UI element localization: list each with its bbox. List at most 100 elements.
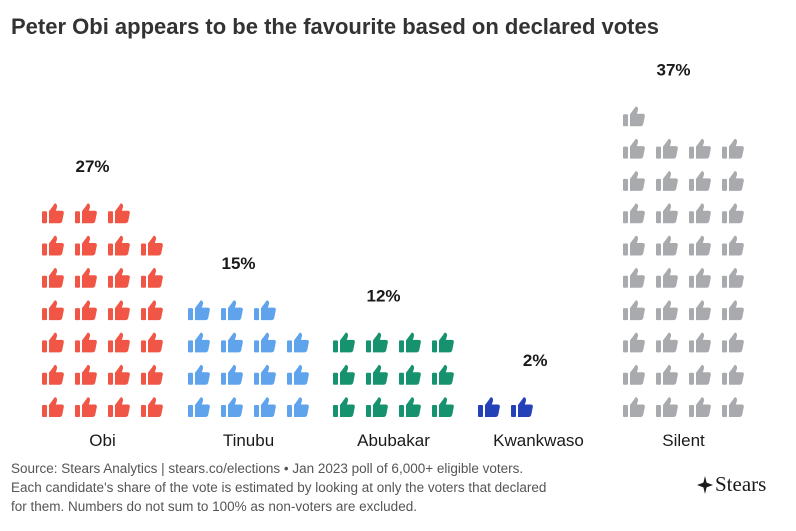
- thumbs-up-icon: [399, 397, 421, 417]
- thumbs-up-icon: [689, 235, 711, 256]
- thumbs-up-icon: [287, 332, 309, 353]
- thumbs-up-icon: [108, 364, 130, 385]
- thumbs-up-icon: [333, 364, 355, 385]
- thumbs-up-icon: [722, 203, 744, 224]
- thumbs-up-icon: [399, 332, 421, 353]
- thumbs-up-icon: [42, 268, 64, 288]
- thumbs-up-icon: [141, 235, 163, 256]
- thumbs-up-icon: [689, 138, 711, 159]
- source-line-1: Source: Stears Analytics | stears.co/ele…: [11, 461, 524, 476]
- thumbs-up-icon: [75, 235, 97, 256]
- thumbs-up-icon: [366, 397, 388, 417]
- category-label: Kwankwaso: [493, 431, 584, 450]
- thumbs-up-icon: [656, 397, 678, 417]
- thumbs-up-icon: [689, 268, 711, 288]
- thumbs-up-icon: [108, 300, 130, 321]
- value-label: 27%: [75, 157, 109, 176]
- thumbs-up-icon: [108, 332, 130, 353]
- thumbs-up-icon: [722, 332, 744, 353]
- value-label: 15%: [221, 254, 255, 273]
- pictogram-chart: 27% Obi 15% Tinubu 12% Abubakar 2% Kwankwaso 37%…: [42, 60, 744, 450]
- thumbs-up-icon: [399, 364, 421, 385]
- thumbs-up-icon: [141, 332, 163, 353]
- thumbs-up-icon: [254, 364, 276, 385]
- thumbs-up-icon: [254, 332, 276, 353]
- thumbs-up-icon: [42, 203, 64, 224]
- thumbs-up-icon: [42, 397, 64, 417]
- thumbs-up-icon: [432, 364, 454, 385]
- thumbs-up-icon: [42, 300, 64, 321]
- thumbs-up-icon: [333, 397, 355, 417]
- chart-title: Peter Obi appears to be the favourite ba…: [11, 14, 659, 39]
- thumbs-up-icon: [478, 397, 500, 417]
- thumbs-up-icon: [75, 364, 97, 385]
- thumbs-up-icon: [623, 268, 645, 288]
- thumbs-up-icon: [623, 106, 645, 127]
- thumbs-up-icon: [656, 300, 678, 321]
- thumbs-up-icon: [432, 332, 454, 353]
- thumbs-up-icon: [221, 397, 243, 417]
- thumbs-up-icon: [75, 332, 97, 353]
- thumbs-up-icon: [623, 397, 645, 417]
- thumbs-up-icon: [75, 300, 97, 321]
- thumbs-up-icon: [75, 203, 97, 224]
- thumbs-up-icon: [656, 171, 678, 191]
- thumbs-up-icon: [656, 364, 678, 385]
- thumbs-up-icon: [141, 268, 163, 288]
- value-label: 37%: [656, 60, 690, 79]
- thumbs-up-icon: [254, 397, 276, 417]
- thumbs-up-icon: [623, 171, 645, 191]
- thumbs-up-icon: [42, 364, 64, 385]
- category-label: Obi: [89, 431, 115, 450]
- thumbs-up-icon: [254, 300, 276, 321]
- thumbs-up-icon: [432, 397, 454, 417]
- thumbs-up-icon: [366, 364, 388, 385]
- thumbs-up-icon: [188, 397, 210, 417]
- thumbs-up-icon: [108, 235, 130, 256]
- thumbs-up-icon: [366, 332, 388, 353]
- thumbs-up-icon: [722, 364, 744, 385]
- thumbs-up-icon: [722, 138, 744, 159]
- thumbs-up-icon: [623, 235, 645, 256]
- category-label: Abubakar: [357, 431, 430, 450]
- thumbs-up-icon: [623, 300, 645, 321]
- thumbs-up-icon: [623, 364, 645, 385]
- source-note: Source: Stears Analytics | stears.co/ele…: [11, 459, 681, 516]
- thumbs-up-icon: [108, 203, 130, 224]
- thumbs-up-icon: [287, 364, 309, 385]
- thumbs-up-icon: [656, 235, 678, 256]
- thumbs-up-icon: [722, 235, 744, 256]
- thumbs-up-icon: [141, 300, 163, 321]
- thumbs-up-icon: [722, 300, 744, 321]
- value-label: 12%: [366, 286, 400, 305]
- thumbs-up-icon: [221, 364, 243, 385]
- thumbs-up-icon: [689, 171, 711, 191]
- stears-logo-icon: [697, 475, 713, 494]
- stears-logo[interactable]: Stears: [696, 472, 766, 497]
- thumbs-up-icon: [689, 300, 711, 321]
- thumbs-up-icon: [108, 397, 130, 417]
- thumbs-up-icon: [511, 397, 533, 417]
- value-label: 2%: [523, 351, 548, 370]
- thumbs-up-icon: [108, 268, 130, 288]
- source-line-2: Each candidate's share of the vote is es…: [11, 480, 547, 495]
- thumbs-up-icon: [623, 332, 645, 353]
- thumbs-up-icon: [42, 332, 64, 353]
- category-label: Silent: [662, 431, 705, 450]
- thumbs-up-icon: [656, 138, 678, 159]
- source-line-3: for them. Numbers do not sum to 100% as …: [11, 499, 417, 514]
- thumbs-up-icon: [623, 138, 645, 159]
- thumbs-up-icon: [722, 268, 744, 288]
- thumbs-up-icon: [722, 171, 744, 191]
- thumbs-up-icon: [141, 364, 163, 385]
- thumbs-up-icon: [42, 235, 64, 256]
- thumbs-up-icon: [221, 332, 243, 353]
- thumbs-up-icon: [689, 203, 711, 224]
- thumbs-up-icon: [689, 397, 711, 417]
- thumbs-up-icon: [656, 203, 678, 224]
- logo-text: Stears: [715, 472, 767, 496]
- thumbs-up-icon: [221, 300, 243, 321]
- thumbs-up-icon: [623, 203, 645, 224]
- thumbs-up-icon: [287, 397, 309, 417]
- thumbs-up-icon: [689, 332, 711, 353]
